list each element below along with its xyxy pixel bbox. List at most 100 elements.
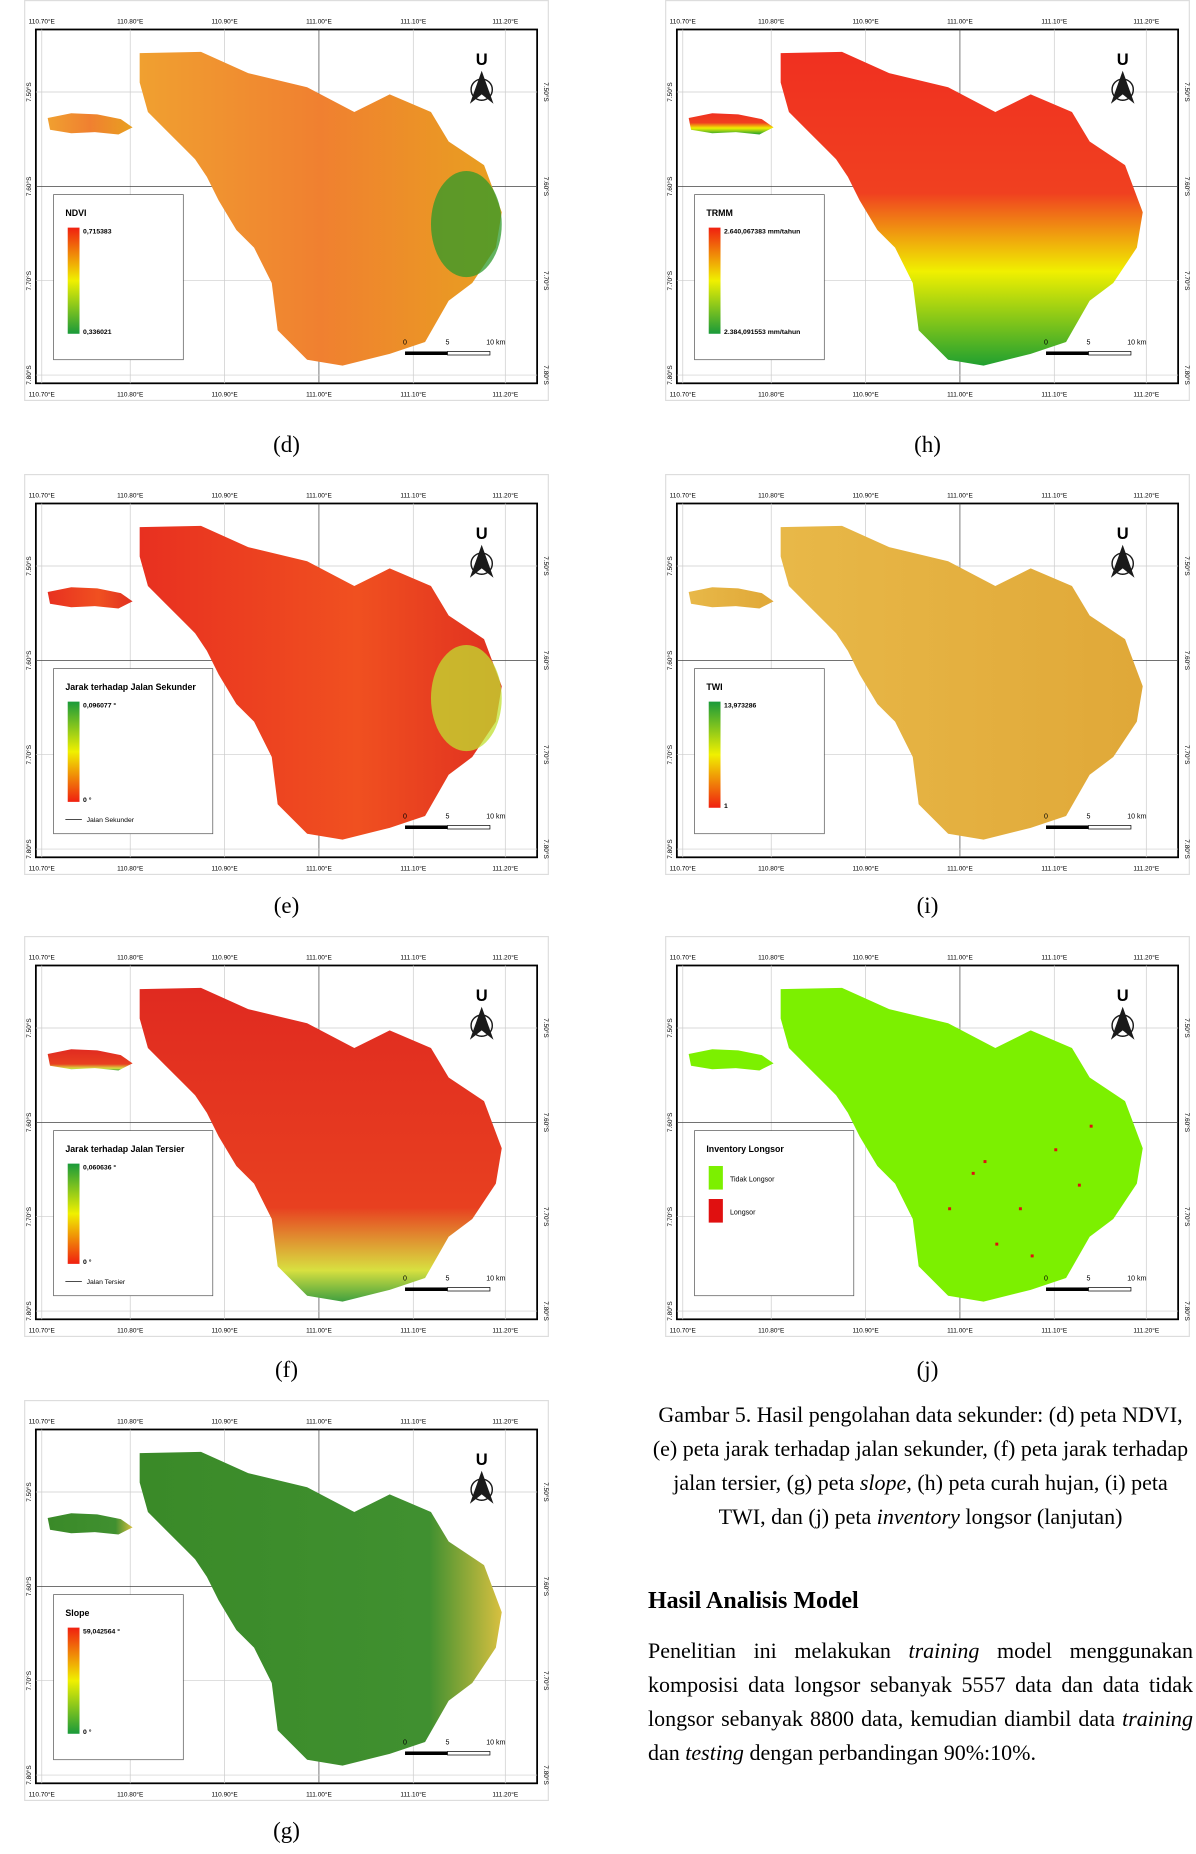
scale-bar [447, 351, 489, 355]
longsor-dot [995, 1243, 998, 1246]
scale-label: 5 [446, 1739, 450, 1746]
map-frame: 110.70°E110.70°E110.80°E110.80°E110.90°E… [24, 1400, 549, 1801]
legend-title: TWI [706, 682, 722, 692]
map-frame: 110.70°E110.70°E110.80°E110.80°E110.90°E… [665, 936, 1190, 1337]
legend-ramp [68, 702, 80, 802]
lon-label: 110.80°E [117, 954, 144, 962]
lon-label: 111.00°E [947, 18, 973, 26]
lat-label: 7.80°S [542, 1765, 549, 1785]
lat-label: 7.50°S [542, 82, 549, 102]
lat-label: 7.80°S [666, 365, 674, 385]
lat-label: 7.60°S [1183, 651, 1190, 671]
lat-label: 7.50°S [666, 556, 674, 576]
lon-label: 111.20°E [492, 390, 518, 398]
legend-max: 59,042564 ° [83, 1628, 120, 1636]
lon-label: 111.20°E [1133, 390, 1159, 398]
lat-label: 7.70°S [1183, 1207, 1190, 1227]
legend-line-label: Jalan Sekunder [87, 817, 135, 824]
lon-label: 110.70°E [29, 492, 56, 500]
region-patch [431, 645, 502, 751]
lat-label: 7.80°S [666, 1301, 674, 1321]
scale-label: 5 [1087, 813, 1091, 820]
subcaption: (h) [665, 432, 1190, 458]
lon-label: 111.00°E [306, 492, 332, 500]
lat-label: 7.50°S [542, 1482, 549, 1502]
scale-bar [1046, 1287, 1088, 1291]
legend-ramp [709, 228, 721, 334]
lat-label: 7.50°S [666, 82, 674, 102]
lon-label: 110.70°E [670, 390, 697, 398]
legend-max: 0,715383 [83, 229, 112, 236]
lon-label: 110.70°E [670, 864, 697, 872]
italic: training [909, 1638, 980, 1663]
lat-label: 7.60°S [542, 1113, 549, 1133]
lon-label: 110.90°E [211, 1326, 238, 1334]
scale-label: 5 [446, 1275, 450, 1282]
lon-label: 111.20°E [1133, 864, 1159, 872]
lat-label: 7.70°S [542, 271, 549, 291]
lat-label: 7.80°S [25, 839, 33, 859]
lon-label: 110.90°E [211, 954, 238, 962]
text: Penelitian ini melakukan [648, 1638, 909, 1663]
lon-label: 110.70°E [670, 18, 697, 26]
lon-label: 111.00°E [306, 1418, 332, 1426]
lat-label: 7.70°S [25, 1670, 33, 1690]
lon-label: 110.70°E [29, 1326, 56, 1334]
lat-label: 7.50°S [1183, 82, 1190, 102]
lon-label: 110.90°E [211, 864, 238, 872]
lon-label: 110.80°E [758, 492, 785, 500]
scale-bar [405, 351, 447, 355]
lat-label: 7.80°S [542, 839, 549, 859]
subcaption: (f) [24, 1357, 549, 1383]
lat-label: 7.50°S [25, 1018, 33, 1038]
lon-label: 111.00°E [947, 492, 973, 500]
lat-label: 7.80°S [542, 1301, 549, 1321]
north-label: U [476, 51, 488, 69]
legend-title: Jarak terhadap Jalan Tersier [65, 1144, 185, 1154]
scale-label: 10 km [486, 339, 505, 346]
lon-label: 110.90°E [852, 390, 879, 398]
lon-label: 110.90°E [852, 1326, 879, 1334]
scale-bar [447, 1287, 489, 1291]
scale-bar [405, 1751, 447, 1755]
text: dengan perbandingan 90%:10%. [744, 1740, 1036, 1765]
lon-label: 111.20°E [492, 1418, 518, 1426]
lat-label: 7.60°S [666, 1112, 674, 1132]
scale-label: 10 km [486, 813, 505, 820]
legend-swatch [709, 1166, 723, 1190]
lon-label: 111.00°E [306, 1790, 332, 1798]
scale-label: 0 [1044, 813, 1048, 820]
lat-label: 7.70°S [25, 270, 33, 290]
lat-label: 7.60°S [25, 650, 33, 670]
longsor-dot [1078, 1184, 1081, 1187]
lon-label: 111.10°E [1041, 864, 1067, 872]
lon-label: 110.70°E [29, 1790, 56, 1798]
italic: training [1122, 1706, 1193, 1731]
scale-bar [1088, 825, 1130, 829]
scale-label: 10 km [486, 1275, 505, 1282]
lat-label: 7.50°S [25, 556, 33, 576]
caption-italic: inventory [877, 1504, 960, 1529]
scale-label: 0 [403, 813, 407, 820]
lat-label: 7.50°S [1183, 556, 1190, 576]
paragraph: Penelitian ini melakukan training model … [648, 1634, 1193, 1770]
legend-max: 0,096077 ° [83, 702, 116, 710]
subcaption: (j) [665, 1357, 1190, 1383]
lon-label: 110.80°E [117, 864, 144, 872]
lat-label: 7.60°S [25, 1112, 33, 1132]
lat-label: 7.70°S [1183, 745, 1190, 765]
map: 110.70°E110.70°E110.80°E110.80°E110.90°E… [665, 936, 1190, 1337]
lon-label: 111.10°E [400, 1418, 426, 1426]
lon-label: 111.10°E [1041, 492, 1067, 500]
scale-bar [447, 825, 489, 829]
lat-label: 7.50°S [25, 1482, 33, 1502]
page: 110.70°E 110.70°E 110.80°E 110.80°E 110.90°E… [0, 0, 1196, 1854]
lon-label: 110.80°E [117, 1326, 144, 1334]
scale-bar [405, 825, 447, 829]
lat-label: 7.60°S [666, 650, 674, 670]
lat-label: 7.80°S [25, 1301, 33, 1321]
lon-label: 111.20°E [492, 1790, 518, 1798]
north-label: U [476, 1451, 488, 1469]
map-frame: 110.70°E110.70°E110.80°E110.80°E110.90°E… [665, 474, 1190, 875]
map-frame: 110.70°E110.70°E110.80°E110.80°E110.90°E… [665, 0, 1190, 401]
